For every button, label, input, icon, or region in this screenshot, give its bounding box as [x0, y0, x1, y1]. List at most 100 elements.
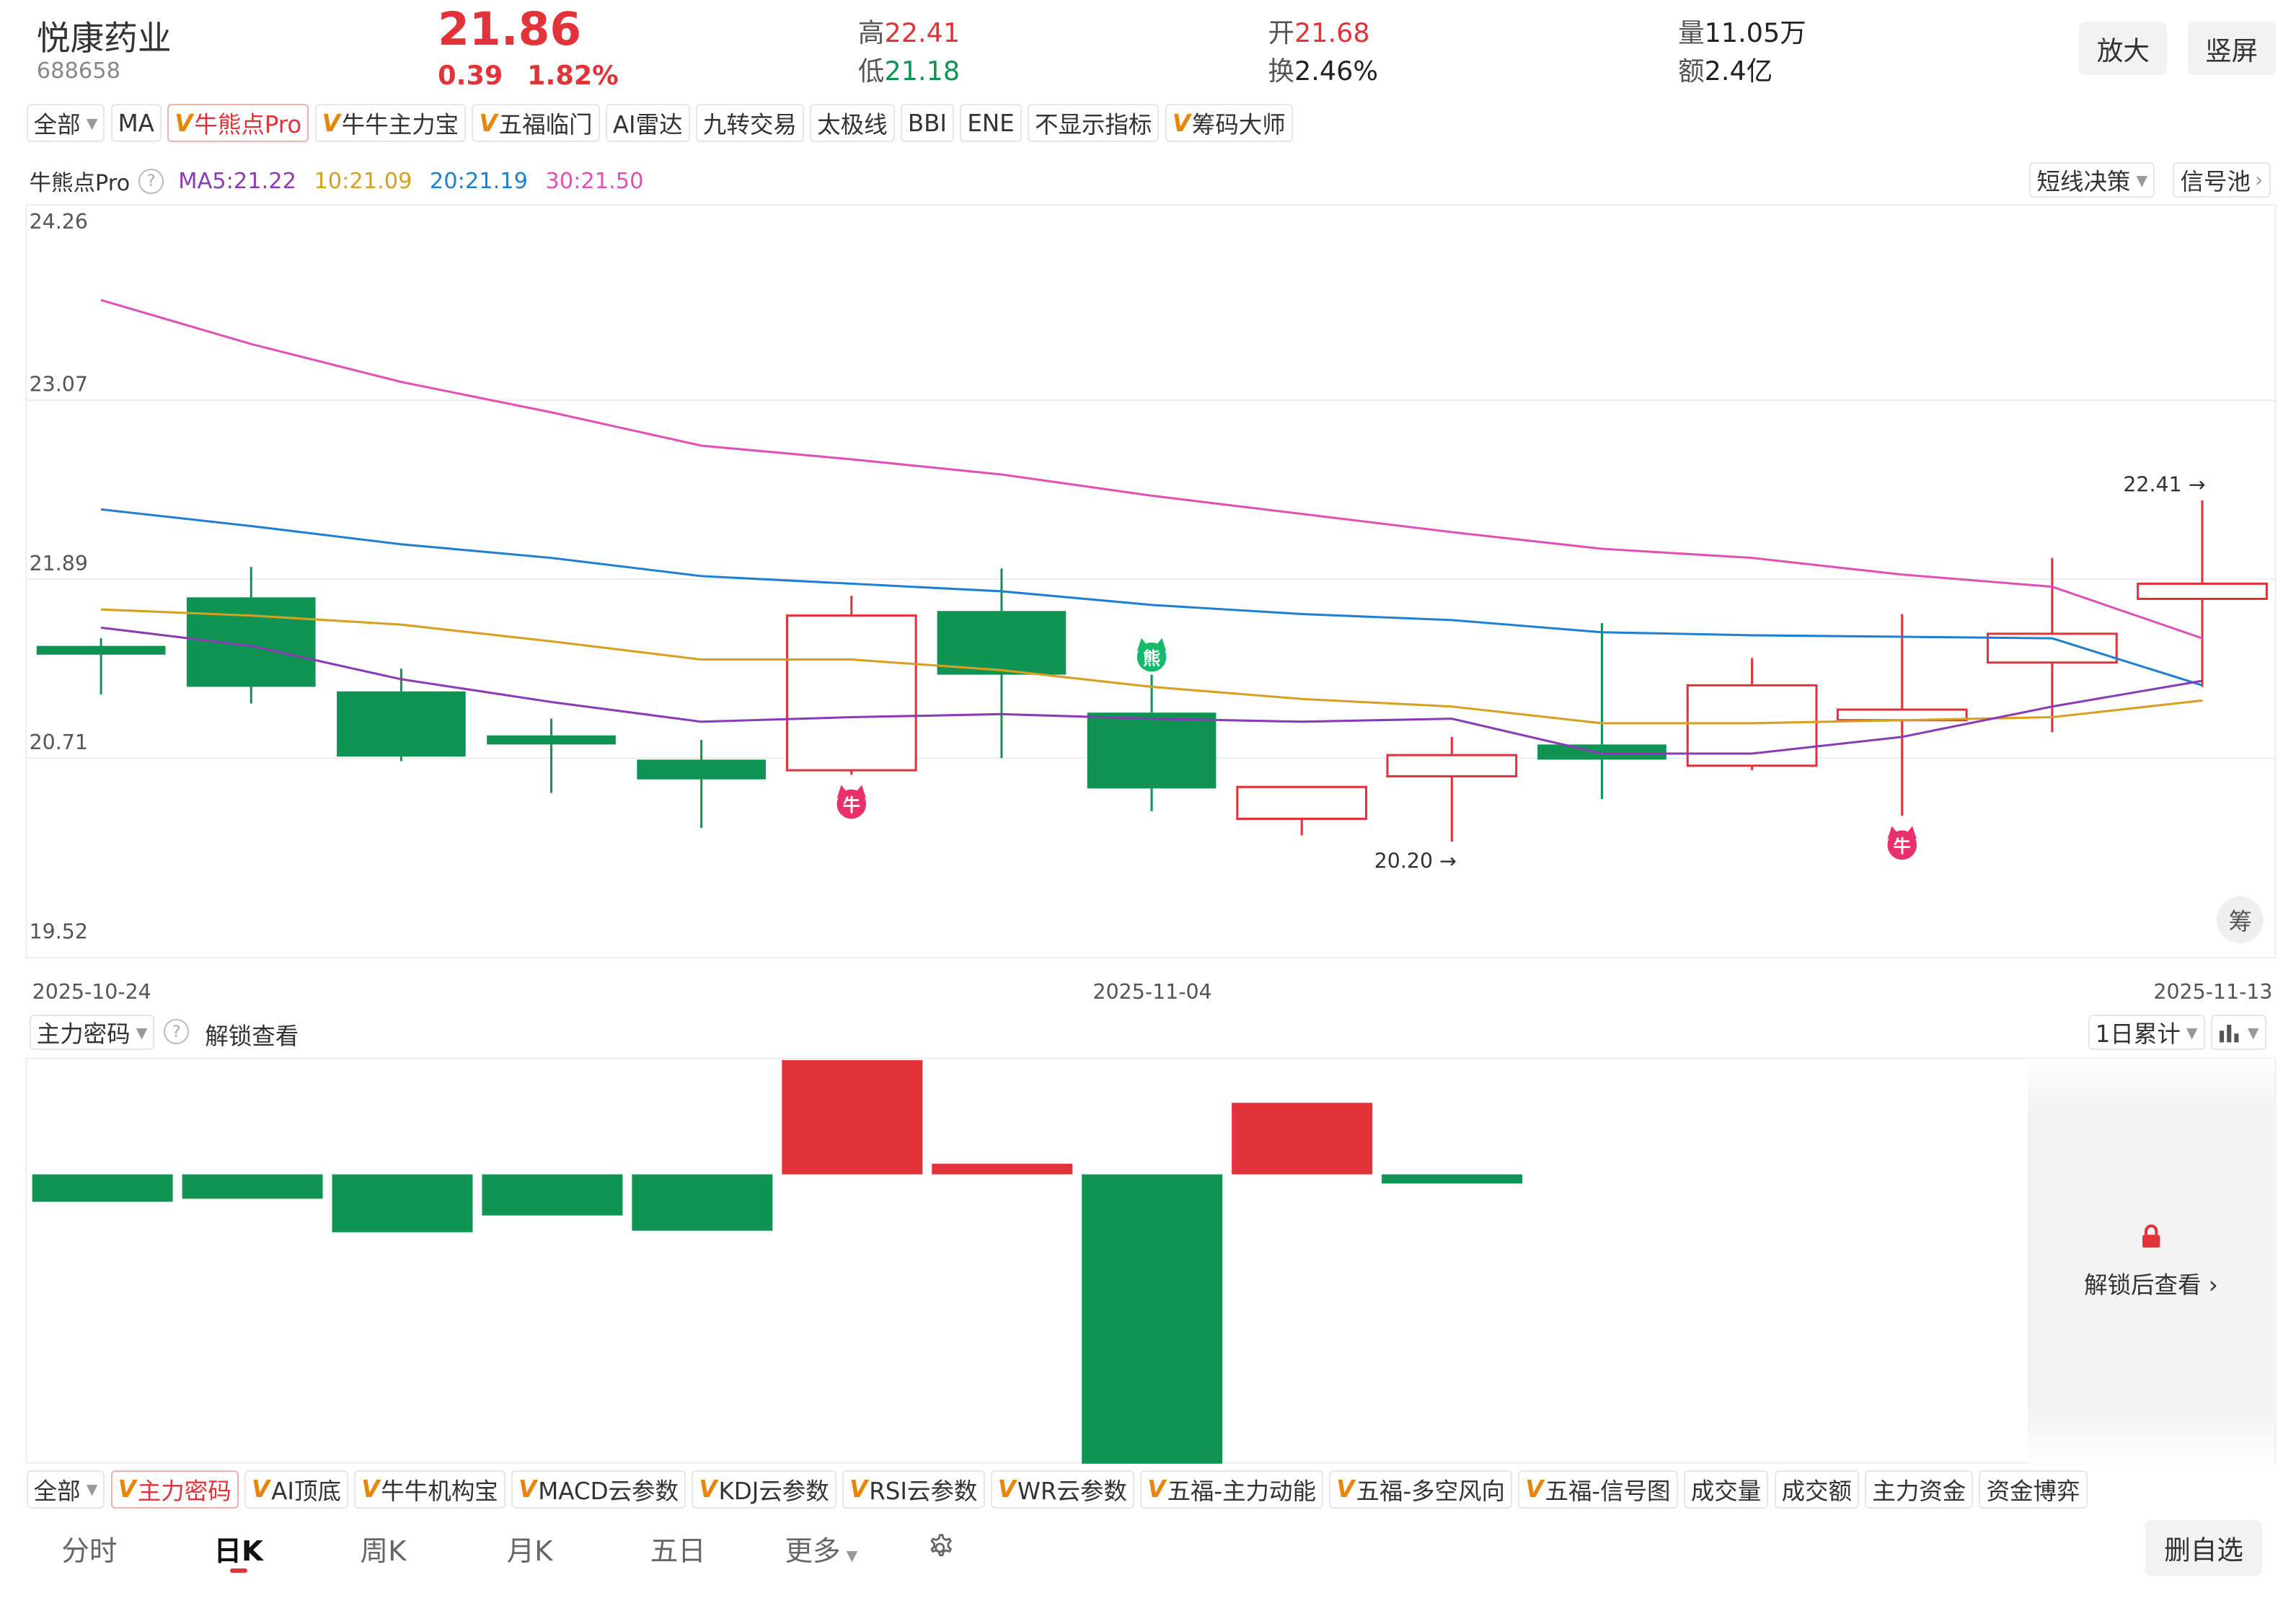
indicator-tab-1[interactable]: MA: [110, 104, 162, 142]
sub-indicator-tab-14[interactable]: 资金博弈: [1979, 1470, 2088, 1509]
tab-intraday[interactable]: 分时: [61, 1535, 118, 1568]
indicator-tab-5[interactable]: AI雷达: [605, 104, 690, 142]
main-force-bar: [1082, 1174, 1223, 1464]
volume-stat: 量11.05万: [1678, 17, 1806, 49]
indicator-tab-0[interactable]: 全部 ▼: [26, 104, 105, 142]
candle[interactable]: [487, 718, 616, 793]
tab-label: 主力资金: [1872, 1477, 1966, 1505]
indicator-tab-10[interactable]: 不显示指标: [1027, 104, 1160, 142]
portrait-button[interactable]: 竖屏: [2187, 22, 2276, 75]
sub-indicator-tab-8[interactable]: V 五福-主力动能: [1140, 1470, 1324, 1509]
sub-indicator-tab-12[interactable]: 成交额: [1774, 1470, 1860, 1509]
sub-indicator-tab-0[interactable]: 全部 ▼: [26, 1470, 105, 1509]
candle[interactable]: [1087, 674, 1217, 811]
candle[interactable]: [1686, 658, 1818, 771]
tab-label: 五福临门: [498, 111, 593, 139]
main-force-bar: [482, 1174, 623, 1216]
indicator-tab-2[interactable]: V 牛熊点Pro: [167, 104, 309, 142]
candle[interactable]: [186, 567, 316, 704]
accumulate-select[interactable]: 1日累计 ▼: [2088, 1015, 2205, 1050]
remove-watchlist-button[interactable]: 删自选: [2145, 1519, 2263, 1576]
bull-signal-icon[interactable]: 牛: [1887, 826, 1917, 860]
sub-indicator-tab-7[interactable]: V WR云参数: [990, 1470, 1135, 1509]
indicator-tab-bar: 全部 ▼ MA V 牛熊点Pro V 牛牛主力宝 V 五福临门 AI雷达 九转交易 太极线 BBI ENE…: [26, 104, 1293, 142]
sub-indicator-tab-3[interactable]: V 牛牛机构宝: [354, 1470, 505, 1509]
tab-five-day[interactable]: 五日: [650, 1535, 706, 1568]
indicator-tab-3[interactable]: V 牛牛主力宝: [314, 104, 467, 142]
candle[interactable]: [785, 596, 917, 775]
candle[interactable]: [1836, 614, 1968, 816]
tab-label: MACD云参数: [538, 1477, 679, 1505]
indicator-tab-7[interactable]: 太极线: [810, 104, 895, 142]
bear-signal-icon[interactable]: 熊: [1136, 637, 1167, 672]
tab-weekly-k[interactable]: 周K: [360, 1535, 407, 1568]
indicator-tab-8[interactable]: BBI: [900, 104, 955, 142]
tab-monthly-k[interactable]: 月K: [506, 1535, 553, 1568]
price-change-pct: 1.82%: [527, 60, 619, 92]
high-price-annotation: 22.41 →: [2123, 473, 2205, 497]
chevron-down-icon: ▼: [2247, 1023, 2259, 1041]
candle[interactable]: [637, 740, 767, 829]
main-force-bar: [32, 1174, 173, 1202]
tab-label: 筹码大师: [1191, 111, 1286, 139]
candle[interactable]: [337, 668, 466, 762]
candle[interactable]: [937, 568, 1067, 759]
locked-panel[interactable]: 解锁后查看 ›: [2028, 1059, 2274, 1463]
bull-signal-icon[interactable]: 牛: [836, 785, 867, 819]
active-tab-indicator: [229, 1568, 248, 1573]
tab-label: 牛牛机构宝: [381, 1477, 498, 1505]
sub-indicator-select[interactable]: 主力密码 ▼: [29, 1015, 155, 1050]
indicator-tab-6[interactable]: 九转交易: [695, 104, 804, 142]
unlock-hint[interactable]: 解锁查看: [205, 1023, 299, 1051]
tab-label: 五福-多空风向: [1356, 1477, 1505, 1505]
tab-more[interactable]: 更多 ▼: [785, 1535, 858, 1568]
vip-icon: V: [699, 1475, 718, 1504]
candle[interactable]: [1386, 736, 1518, 842]
candle[interactable]: [1537, 623, 1666, 800]
ma30-line: [100, 299, 2203, 640]
ma5-line: [100, 626, 2203, 755]
sub-indicator-tab-10[interactable]: V 五福-信号图: [1518, 1470, 1678, 1509]
chevron-down-icon: ▼: [2186, 1023, 2198, 1041]
help-icon[interactable]: ?: [138, 169, 164, 194]
signal-horns: [1887, 826, 1917, 839]
tab-label: 成交量: [1690, 1477, 1762, 1505]
tab-label: 全部: [33, 1477, 81, 1505]
tab-label: 五福-信号图: [1545, 1477, 1671, 1505]
signal-horns: [836, 785, 867, 798]
sub-indicator-tab-9[interactable]: V 五福-多空风向: [1329, 1470, 1513, 1509]
chevron-down-icon: ▼: [2136, 171, 2148, 189]
strategy-select[interactable]: 短线决策 ▼: [2029, 162, 2155, 198]
chart-type-select[interactable]: ▼: [2211, 1015, 2266, 1050]
unlock-link[interactable]: 解锁后查看 ›: [2084, 1271, 2218, 1299]
candle[interactable]: [36, 638, 166, 694]
tab-label: AI顶底: [271, 1477, 341, 1505]
help-icon[interactable]: ?: [164, 1019, 189, 1044]
tab-daily-k[interactable]: 日K: [213, 1535, 263, 1568]
tab-label: BBI: [907, 109, 948, 137]
price-change: 0.39: [438, 60, 503, 92]
indicator-tab-11[interactable]: V 筹码大师: [1165, 104, 1293, 142]
sub-indicator-tab-2[interactable]: V AI顶底: [244, 1470, 349, 1509]
sub-indicator-tab-5[interactable]: V KDJ云参数: [692, 1470, 836, 1509]
sub-indicator-tab-6[interactable]: V RSI云参数: [842, 1470, 985, 1509]
candlestick-chart[interactable]: 24.26 23.07 21.89 20.71 19.52 22.41 → 20.20 → 牛…: [0, 0, 2296, 1025]
candle[interactable]: [1236, 785, 1368, 836]
candle-body: [1386, 754, 1518, 778]
zoom-button[interactable]: 放大: [2079, 22, 2168, 75]
sub-indicator-tab-4[interactable]: V MACD云参数: [511, 1470, 686, 1509]
sub-indicator-tab-11[interactable]: 成交量: [1683, 1470, 1769, 1509]
ma5-value: MA5:21.22: [178, 168, 297, 194]
settings-gear-icon[interactable]: [924, 1532, 956, 1564]
candle[interactable]: [2137, 500, 2268, 687]
signal-pool-button[interactable]: 信号池 ›: [2173, 162, 2271, 198]
x-axis-date-label: 2025-10-24: [32, 980, 151, 1004]
ma10-line: [101, 608, 2203, 725]
vip-icon: V: [479, 109, 498, 137]
indicator-tab-9[interactable]: ENE: [960, 104, 1022, 142]
low-price-annotation: 20.20 →: [1374, 849, 1457, 873]
sub-indicator-tab-13[interactable]: 主力资金: [1865, 1470, 1974, 1509]
chip-distribution-button[interactable]: 筹: [2217, 896, 2264, 943]
sub-indicator-tab-1[interactable]: V 主力密码: [110, 1470, 239, 1509]
indicator-tab-4[interactable]: V 五福临门: [472, 104, 600, 142]
